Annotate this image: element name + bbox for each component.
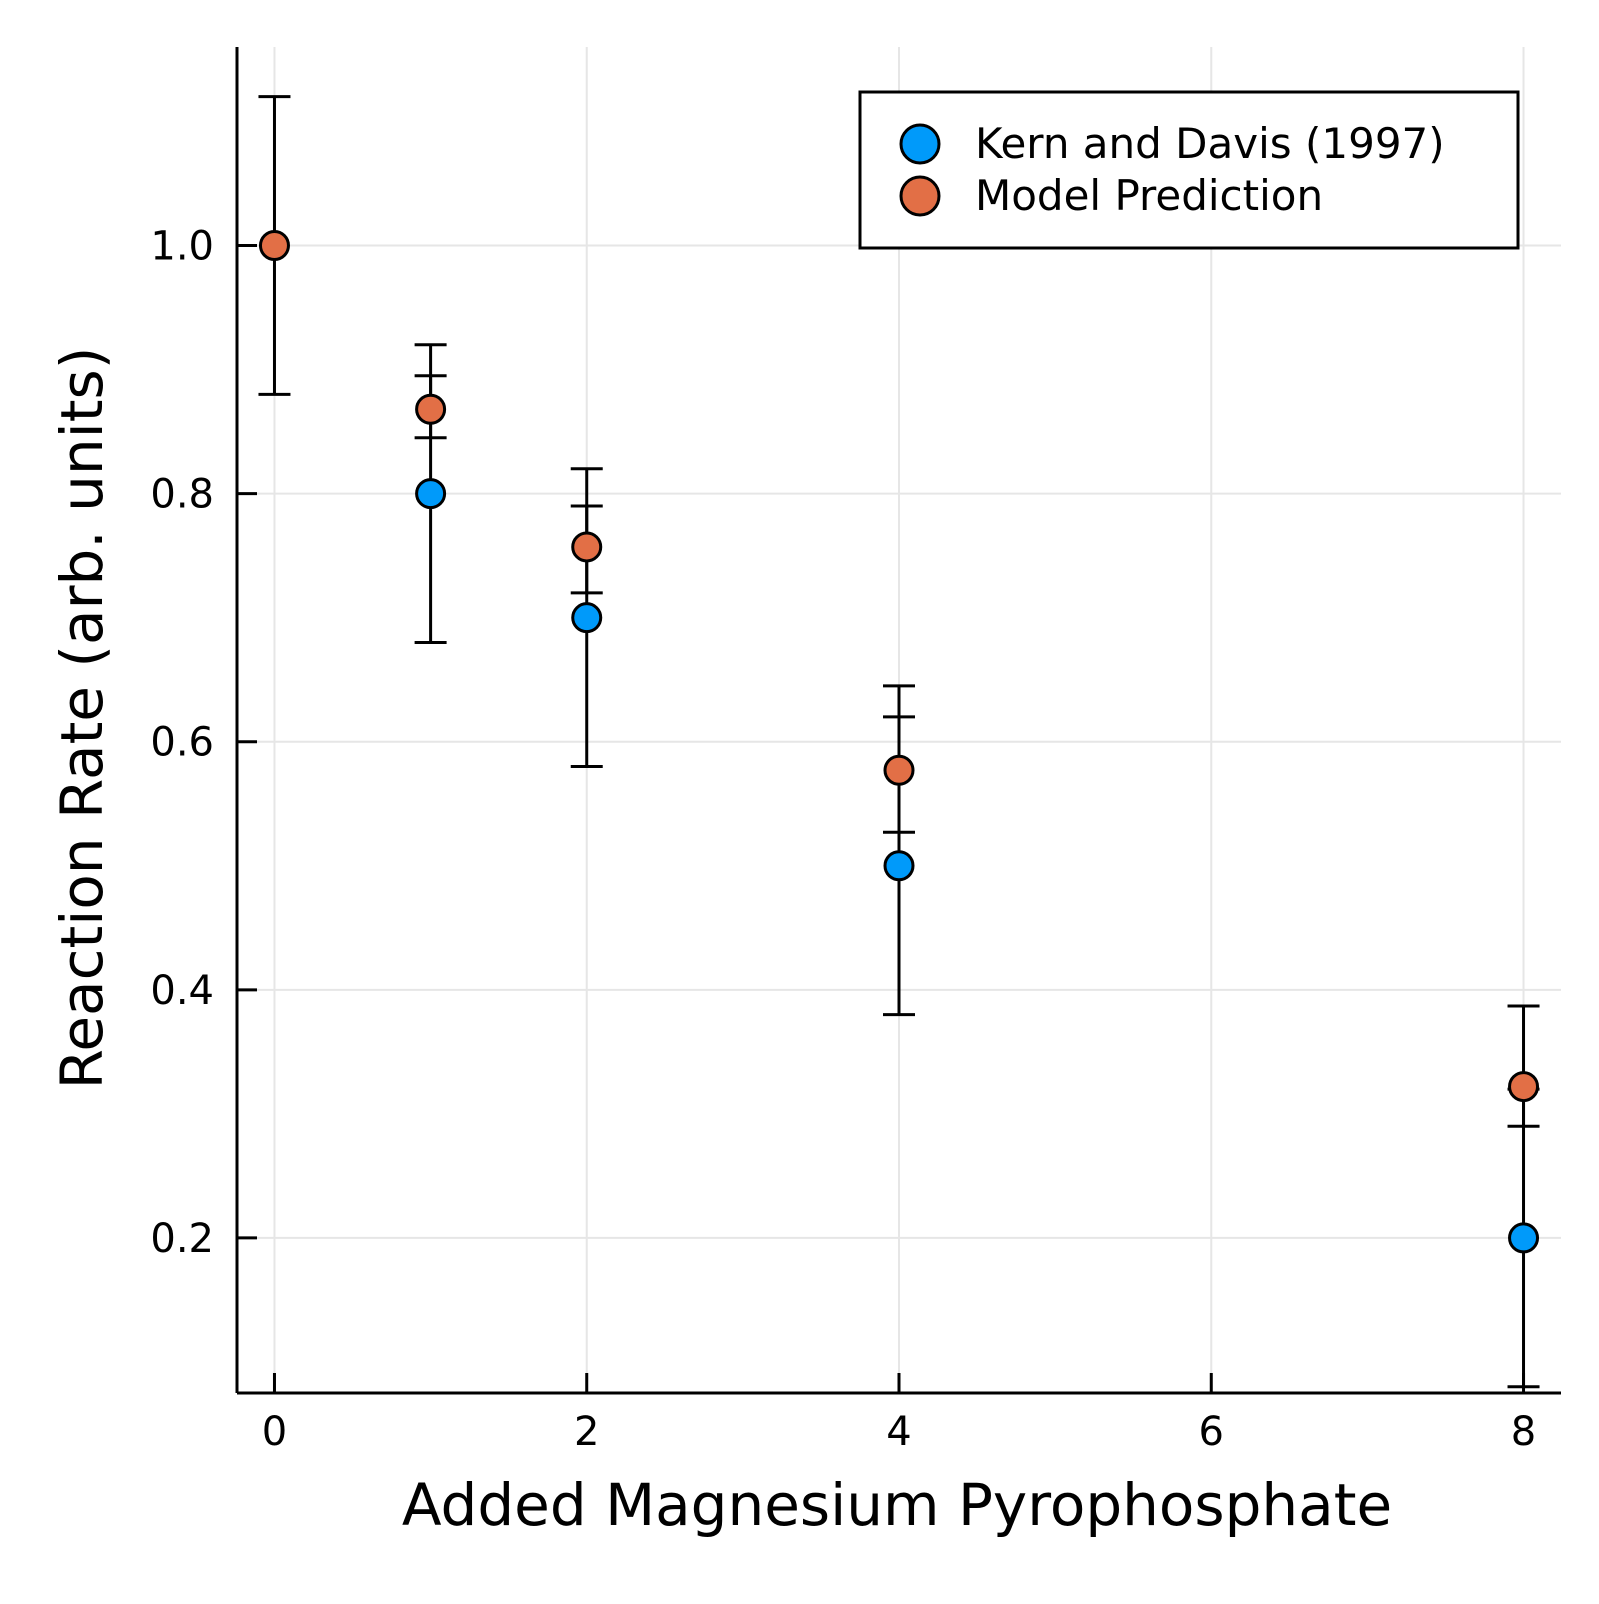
legend-box (858, 90, 1520, 250)
x-tick-label: 0 (262, 1409, 287, 1455)
y-axis-label: Reaction Rate (arb. units) (48, 347, 116, 1090)
legend-marker-series-1 (899, 123, 941, 165)
y-tick-label: 0.6 (150, 720, 214, 766)
x-tick-label: 6 (1199, 1409, 1224, 1455)
legend-marker-series-2 (899, 175, 941, 217)
data-point-series-2 (415, 393, 447, 425)
legend-label-series-1: Kern and Davis (1997) (975, 119, 1445, 168)
data-point-series-2 (1508, 1071, 1540, 1103)
axes: 0 2 4 6 8 0.2 0.4 0.6 0.8 1.0 (150, 47, 1561, 1455)
data-points (258, 229, 1540, 1254)
data-point-series-1 (1508, 1222, 1540, 1254)
data-point-series-1 (883, 850, 915, 882)
x-tick-label: 2 (574, 1409, 599, 1455)
y-tick-label: 0.4 (150, 968, 214, 1014)
data-point-series-2 (258, 229, 290, 261)
y-tick-label: 0.2 (150, 1216, 214, 1262)
y-tick-label: 1.0 (150, 223, 214, 269)
x-axis-label: Added Magnesium Pyrophosphate (402, 1471, 1392, 1539)
legend-label-series-2: Model Prediction (975, 171, 1323, 220)
x-tick-label: 8 (1511, 1409, 1536, 1455)
data-point-series-1 (571, 602, 603, 634)
legend: Kern and Davis (1997)Model Prediction (858, 90, 1520, 250)
data-point-series-1 (415, 478, 447, 510)
y-tick-label: 0.8 (150, 472, 214, 518)
data-point-series-2 (571, 531, 603, 563)
x-tick-label: 4 (886, 1409, 911, 1455)
data-point-series-2 (883, 754, 915, 786)
